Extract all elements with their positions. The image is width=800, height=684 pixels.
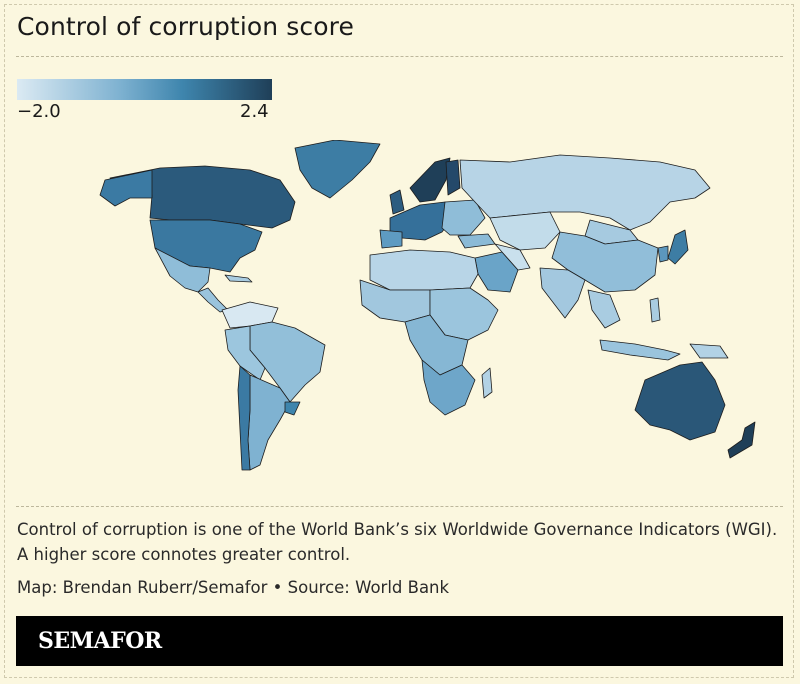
country-india xyxy=(539,267,586,319)
country-cuba xyxy=(224,274,253,283)
country-turkey xyxy=(457,233,496,249)
country-central-asia xyxy=(489,211,561,251)
country-central-america xyxy=(197,287,229,313)
chart-title: Control of corruption score xyxy=(17,12,354,41)
legend-min-label: −2.0 xyxy=(17,101,61,122)
chart-description: Control of corruption is one of the Worl… xyxy=(17,520,778,564)
color-scale-legend xyxy=(17,79,272,100)
world-map xyxy=(99,140,756,471)
country-alaska xyxy=(99,169,153,207)
country-philippines xyxy=(649,297,661,323)
country-indonesia xyxy=(599,339,681,361)
country-uk xyxy=(389,189,405,215)
chart-frame xyxy=(4,4,794,678)
country-greenland xyxy=(294,140,381,199)
chart-credit: Map: Brendan Ruberr/Semafor • Source: Wo… xyxy=(17,578,450,597)
country-peru-bolivia xyxy=(224,325,266,381)
country-australia xyxy=(634,361,726,441)
country-china xyxy=(551,231,659,293)
country-new-zealand xyxy=(727,421,756,459)
legend-max-label: 2.4 xyxy=(240,101,269,122)
country-iberia xyxy=(379,229,403,249)
country-uruguay xyxy=(284,401,301,416)
title-divider xyxy=(16,56,783,57)
country-southeast-asia xyxy=(587,289,621,329)
country-iran xyxy=(494,243,531,271)
country-chile xyxy=(237,365,251,471)
country-scandinavia xyxy=(409,157,451,203)
country-korea xyxy=(657,245,669,263)
country-finland xyxy=(445,159,461,196)
footer-divider xyxy=(16,506,783,507)
brand-logo[interactable]: SEMAFOR xyxy=(38,628,162,654)
country-madagascar xyxy=(481,367,493,399)
brand-bar: SEMAFOR xyxy=(16,616,783,666)
country-japan xyxy=(667,229,689,265)
country-papua xyxy=(689,343,729,359)
country-north-africa xyxy=(369,249,479,291)
country-southern-africa xyxy=(421,359,476,416)
country-canada xyxy=(109,165,296,229)
country-mexico xyxy=(154,247,211,293)
